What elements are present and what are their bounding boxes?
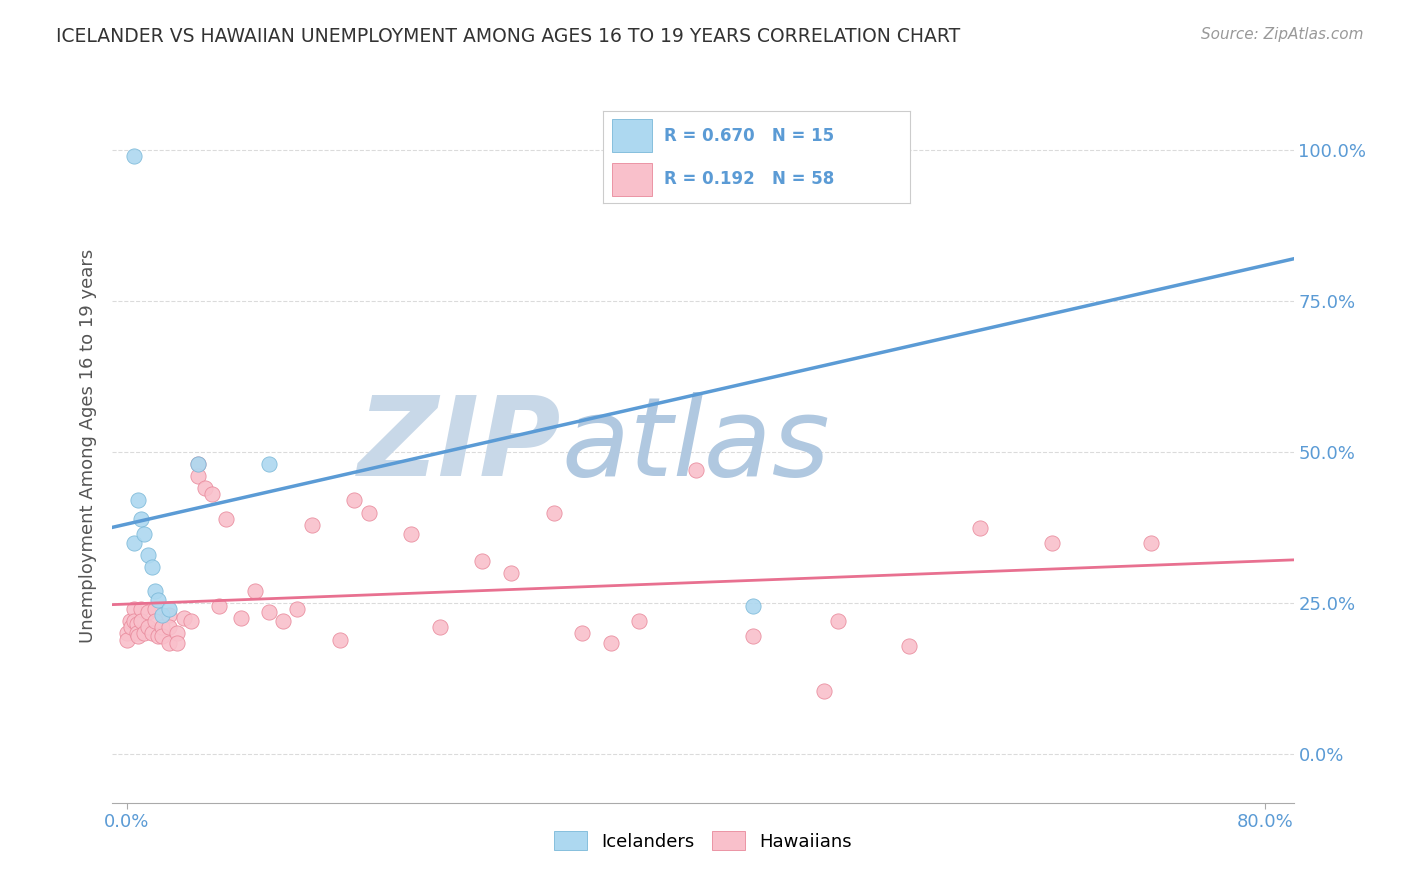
Point: [685, 463, 707, 477]
Point: [180, 615, 202, 629]
Point: [136, 620, 159, 634]
Point: [343, 493, 366, 508]
Point: [150, 630, 173, 644]
Text: ZIP: ZIP: [357, 392, 561, 500]
Point: [143, 584, 166, 599]
Point: [969, 521, 991, 535]
Point: [599, 635, 621, 649]
Point: [898, 639, 921, 653]
Point: [215, 511, 238, 525]
Point: [125, 617, 148, 632]
Point: [143, 615, 166, 629]
Point: [141, 560, 163, 574]
Point: [166, 626, 188, 640]
Point: [543, 506, 565, 520]
Point: [257, 605, 280, 619]
Point: [813, 684, 835, 698]
Point: [194, 481, 217, 495]
Point: [357, 506, 380, 520]
Point: [741, 630, 763, 644]
Point: [1040, 535, 1063, 549]
Point: [257, 457, 280, 471]
Point: [571, 626, 593, 640]
Point: [122, 602, 145, 616]
Point: [271, 615, 294, 629]
Point: [1140, 535, 1163, 549]
Point: [129, 602, 152, 616]
Point: [499, 566, 522, 580]
Point: [122, 615, 145, 629]
Point: [122, 149, 145, 163]
Point: [401, 526, 423, 541]
Point: [127, 493, 149, 508]
Point: [187, 469, 209, 483]
Point: [157, 635, 180, 649]
Point: [471, 554, 494, 568]
Text: ICELANDER VS HAWAIIAN UNEMPLOYMENT AMONG AGES 16 TO 19 YEARS CORRELATION CHART: ICELANDER VS HAWAIIAN UNEMPLOYMENT AMONG…: [56, 27, 960, 45]
Point: [301, 517, 323, 532]
Point: [132, 526, 155, 541]
Text: atlas: atlas: [561, 392, 830, 500]
Point: [627, 615, 650, 629]
Point: [187, 457, 209, 471]
Point: [157, 620, 180, 634]
Point: [157, 608, 180, 623]
Point: [187, 457, 209, 471]
Point: [115, 632, 138, 647]
Y-axis label: Unemployment Among Ages 16 to 19 years: Unemployment Among Ages 16 to 19 years: [79, 249, 97, 643]
Point: [208, 599, 231, 614]
Point: [741, 599, 763, 614]
Point: [115, 626, 138, 640]
Text: Source: ZipAtlas.com: Source: ZipAtlas.com: [1201, 27, 1364, 42]
Point: [127, 630, 149, 644]
Point: [243, 584, 266, 599]
Legend: Icelanders, Hawaiians: Icelanders, Hawaiians: [547, 824, 859, 858]
Point: [136, 548, 159, 562]
Point: [827, 615, 849, 629]
Point: [150, 620, 173, 634]
Point: [136, 605, 159, 619]
Point: [118, 615, 141, 629]
Point: [166, 635, 188, 649]
Point: [229, 611, 252, 625]
Point: [122, 535, 145, 549]
Point: [132, 626, 155, 640]
Point: [429, 620, 451, 634]
Point: [150, 608, 173, 623]
Point: [125, 626, 148, 640]
Point: [143, 602, 166, 616]
Point: [129, 511, 152, 525]
Point: [146, 593, 169, 607]
Point: [146, 630, 169, 644]
Point: [173, 611, 195, 625]
Point: [329, 632, 352, 647]
Point: [141, 626, 163, 640]
Point: [129, 615, 152, 629]
Point: [741, 143, 763, 157]
Point: [157, 602, 180, 616]
Point: [120, 620, 142, 634]
Point: [201, 487, 224, 501]
Point: [287, 602, 309, 616]
